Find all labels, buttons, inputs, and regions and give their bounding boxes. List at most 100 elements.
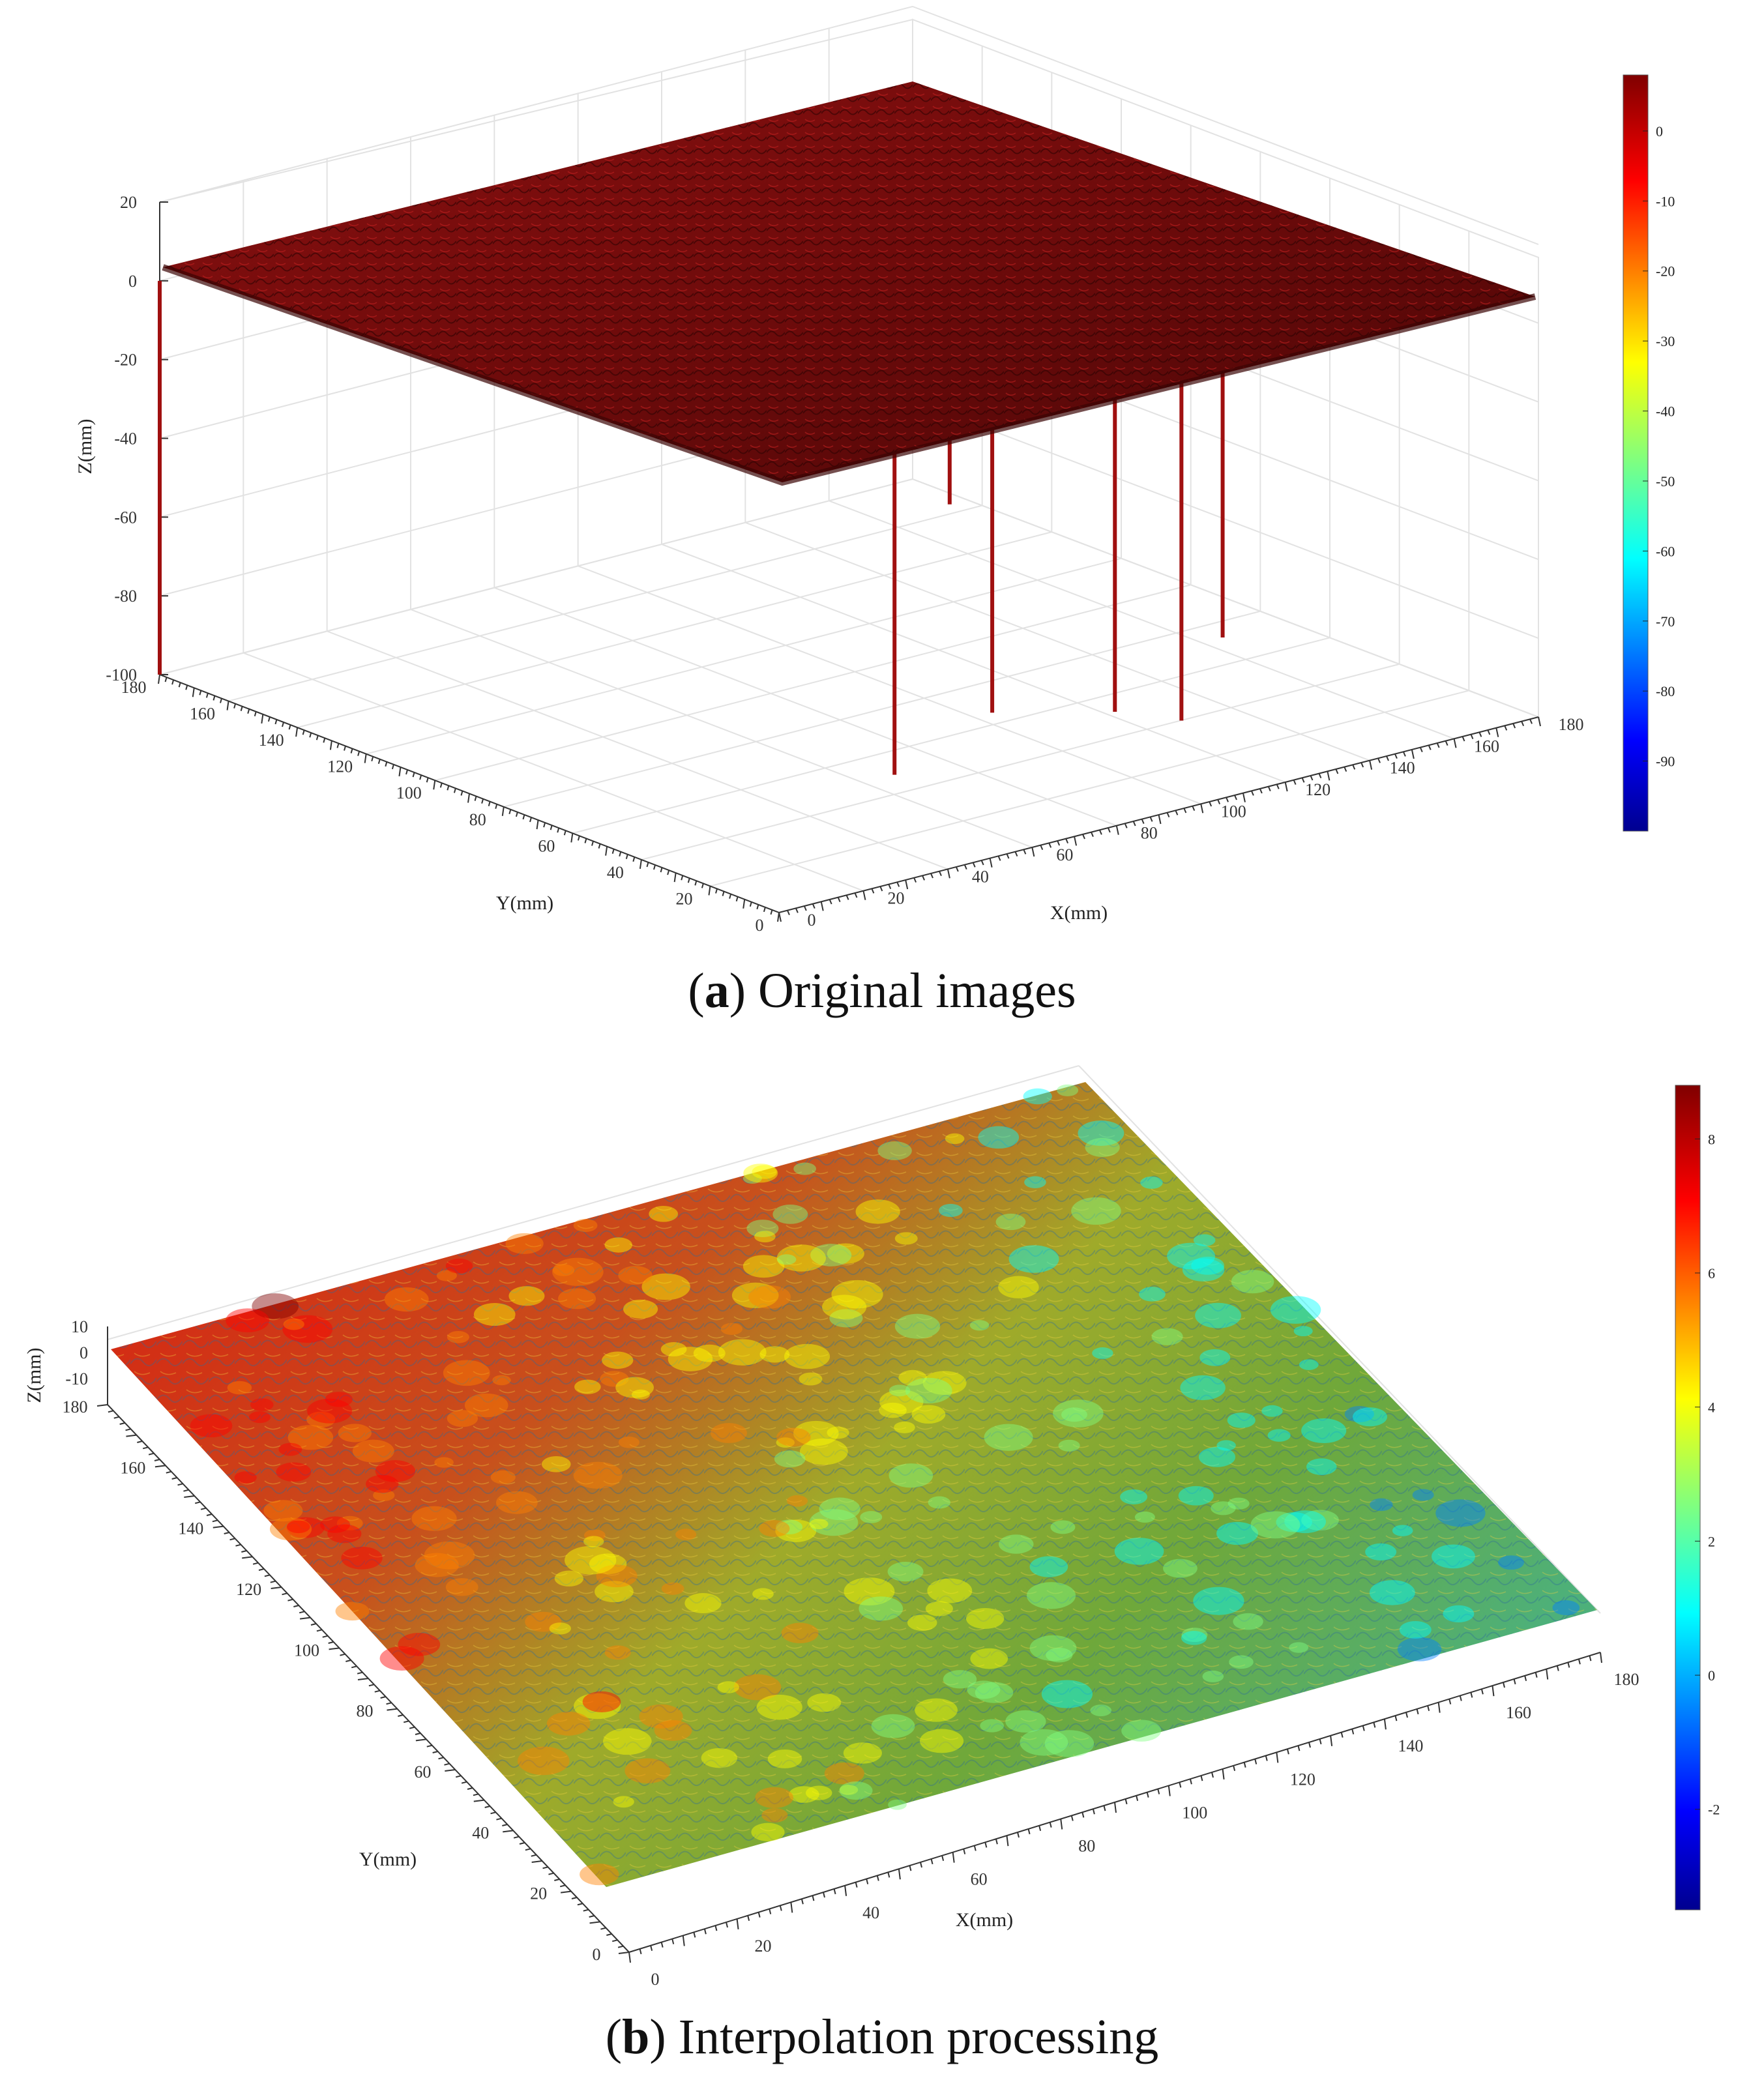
surface-patch — [525, 1611, 562, 1632]
y-minor-tick — [380, 1696, 386, 1699]
x-minor-tick — [1567, 1662, 1570, 1668]
surface-patch — [809, 1519, 829, 1529]
panel-b-x-tick-labels: 0 20 40 60 80 100 120 140 160 180 — [651, 1670, 1639, 1989]
surface-patch — [752, 1588, 774, 1600]
x-minor-tick — [1179, 1782, 1182, 1788]
colorbar-tick-label: -80 — [1656, 683, 1675, 699]
y-tick-label: 120 — [327, 757, 353, 776]
surface-patch — [759, 1520, 790, 1537]
surface-patch — [1024, 1176, 1046, 1189]
x-minor-tick — [941, 1855, 945, 1862]
y-minor-tick — [611, 849, 615, 854]
x-tick-label: 120 — [1290, 1770, 1316, 1789]
y-minor-tick — [625, 854, 628, 860]
x-minor-tick — [803, 905, 807, 911]
surface-patch — [505, 1233, 544, 1254]
y-minor-tick — [488, 801, 491, 806]
y-tick-label: 160 — [190, 705, 215, 724]
surface-patch — [822, 1295, 867, 1319]
panel-a-y-label: Y(mm) — [496, 892, 553, 914]
x-minor-tick — [1074, 836, 1078, 846]
surface-patch — [1299, 1359, 1319, 1370]
panel-a-surface-edge — [162, 264, 1536, 486]
surface-patch — [1085, 1137, 1120, 1158]
x-minor-tick — [1057, 840, 1061, 846]
x-minor-tick — [1492, 1685, 1495, 1697]
surface-patch — [844, 1577, 895, 1605]
x-minor-tick — [879, 886, 883, 892]
x-minor-tick — [1233, 1765, 1236, 1772]
surface-patch — [447, 1410, 478, 1427]
surface-patch — [839, 1781, 873, 1800]
surface-patch — [819, 1497, 860, 1521]
surface-patch — [894, 1421, 915, 1433]
floor-grid-line — [710, 690, 1469, 887]
surface-patch — [761, 1808, 788, 1822]
surface-patch — [443, 1360, 490, 1386]
surface-patch — [623, 1299, 658, 1319]
surface-patch — [751, 1822, 785, 1841]
x-minor-tick — [1124, 823, 1128, 828]
floor-grid-line — [661, 544, 1286, 783]
surface-patch — [602, 1351, 634, 1369]
surface-patch — [1211, 1501, 1236, 1515]
surface-patch — [717, 1681, 739, 1693]
y-minor-tick — [591, 841, 594, 846]
surface-patch — [508, 1286, 545, 1306]
x-minor-tick — [1394, 754, 1398, 759]
x-minor-tick — [1217, 799, 1221, 805]
floor-grid-line — [243, 652, 864, 892]
surface-patch — [1301, 1418, 1347, 1444]
x-minor-tick — [1284, 782, 1288, 792]
x-minor-tick — [866, 1879, 869, 1884]
x-minor-tick — [1267, 786, 1271, 792]
surface-patch — [287, 1425, 334, 1450]
y-minor-tick — [639, 859, 642, 870]
surface-patch — [320, 1516, 351, 1533]
surface-patch — [552, 1257, 604, 1286]
x-minor-tick — [888, 884, 892, 890]
surface-patch — [641, 1273, 690, 1300]
x-minor-tick — [1394, 1715, 1398, 1721]
y-minor-tick — [220, 698, 222, 703]
x-minor-tick — [1098, 829, 1102, 835]
x-minor-tick — [1411, 749, 1415, 759]
surface-patch — [827, 1243, 864, 1264]
surface-patch — [1267, 1429, 1291, 1442]
colorbar-tick-label: -50 — [1656, 473, 1675, 490]
surface-patch — [742, 1173, 762, 1184]
panel-b-caption: (b) Interpolation processing — [606, 2010, 1159, 2064]
y-tick-label: 140 — [178, 1519, 203, 1538]
surface-patch — [496, 1491, 538, 1514]
surface-patch — [1293, 1326, 1313, 1337]
x-minor-tick — [939, 871, 942, 877]
colorbar-tick-label: 2 — [1708, 1533, 1715, 1549]
surface-patch — [1050, 1520, 1076, 1534]
surface-patch — [600, 1371, 629, 1387]
x-tick-label: 180 — [1559, 715, 1584, 734]
y-minor-tick — [226, 701, 229, 710]
y-minor-tick — [515, 812, 518, 817]
surface-patch — [824, 1762, 864, 1785]
surface-patch — [799, 1372, 823, 1386]
surface-patch — [307, 1398, 353, 1424]
surface-patch — [1289, 1642, 1309, 1653]
x-minor-tick — [1136, 1795, 1139, 1802]
x-minor-tick — [1060, 1819, 1063, 1830]
y-minor-tick — [371, 756, 374, 761]
x-minor-tick — [1132, 821, 1136, 827]
y-minor-tick — [438, 1757, 444, 1760]
x-minor-tick — [1405, 1712, 1408, 1718]
surface-patch — [969, 1320, 990, 1331]
surface-patch — [784, 1343, 831, 1369]
y-minor-tick — [171, 1477, 177, 1480]
x-minor-tick — [1383, 1719, 1387, 1730]
surface-patch — [565, 1545, 617, 1575]
y-minor-tick — [206, 1514, 213, 1516]
surface-patch — [618, 1436, 639, 1448]
x-minor-tick — [963, 864, 967, 870]
x-minor-tick — [1234, 795, 1237, 800]
z-tick-label: 20 — [120, 193, 137, 212]
surface-patch — [325, 1392, 353, 1407]
y-minor-tick — [600, 1927, 606, 1930]
